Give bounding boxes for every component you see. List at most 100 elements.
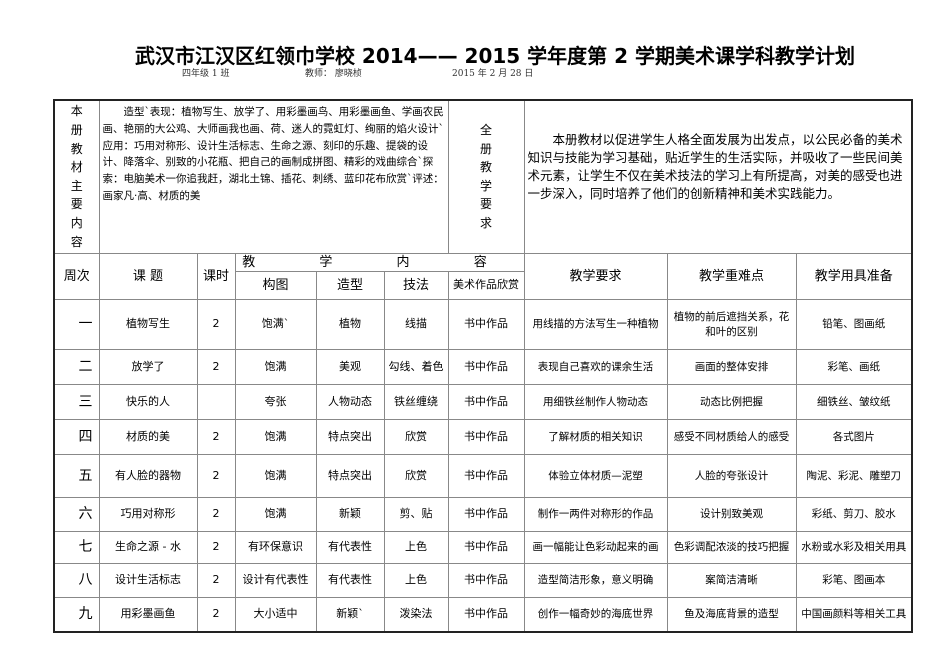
cell-tools: 水粉或水彩及相关用具 <box>795 531 913 565</box>
cell-modeling: 新颖` <box>315 597 385 633</box>
cell-key-points: 色彩调配浓淡的技巧把握 <box>666 531 797 565</box>
teacher-label: 教师： 廖晓桢 <box>305 69 362 79</box>
cell-week: 六 <box>53 497 100 533</box>
cell-requirement: 用细铁丝制作人物动态 <box>523 384 668 421</box>
textbook-label: 本册教材主要内容 <box>53 99 100 254</box>
table-row: 一植物写生 2 饱满` 植物 线描 书中作品 用线描的方法写生一种植物 植物的前后遮挡关系，花… <box>53 299 913 351</box>
cell-key-points: 画面的整体安排 <box>666 349 797 386</box>
cell-requirement: 表现自己喜欢的课余生活 <box>523 349 668 386</box>
cell-topic: 植物写生 <box>98 299 198 351</box>
cell-composition: 饱满 <box>234 349 317 386</box>
cell-modeling: 有代表性 <box>315 563 385 599</box>
cell-topic: 设计生活标志 <box>98 563 198 599</box>
cell-topic: 快乐的人 <box>98 384 198 421</box>
cell-technique: 上色 <box>383 563 449 599</box>
cell-hours: 2 <box>196 454 236 499</box>
plan-table: 本册教材主要内容 造型`表现：植物写生、放学了、用彩墨画鸟、用彩墨画鱼、学画农民… <box>53 99 913 633</box>
cell-technique: 上色 <box>383 531 449 565</box>
cell-appreciation: 书中作品 <box>447 497 525 533</box>
cell-requirement: 用线描的方法写生一种植物 <box>523 299 668 351</box>
cell-technique: 线描 <box>383 299 449 351</box>
cell-composition: 设计有代表性 <box>234 563 317 599</box>
requirement-content: 本册教材以促进学生人格全面发展为出发点，以公民必备的美术知识与技能为学习基础，贴… <box>523 99 913 254</box>
date-label: 2015 年 2 月 28 日 <box>452 69 534 79</box>
cell-composition: 饱满 <box>234 454 317 499</box>
cell-technique: 剪、贴 <box>383 497 449 533</box>
cell-composition: 夸张 <box>234 384 317 421</box>
page-title: 武汉市江汉区红领巾学校 2014—— 2015 学年度第 2 学期美术课学科教学… <box>134 44 856 68</box>
cell-key-points: 人脸的夸张设计 <box>666 454 797 499</box>
cell-requirement: 创作一幅奇妙的海底世界 <box>523 597 668 633</box>
cell-hours: 2 <box>196 349 236 386</box>
cell-key-points: 动态比例把握 <box>666 384 797 421</box>
cell-hours: 2 <box>196 597 236 633</box>
cell-composition: 饱满 <box>234 497 317 533</box>
cell-key-points: 设计别致美观 <box>666 497 797 533</box>
cell-key-points: 鱼及海底背景的造型 <box>666 597 797 633</box>
cell-appreciation: 书中作品 <box>447 563 525 599</box>
table-row: 二放学了 2 饱满 美观 勾线、着色 书中作品 表现自己喜欢的课余生活 画面的整体安排 彩笔、画… <box>53 349 913 386</box>
cell-technique: 铁丝缠绕 <box>383 384 449 421</box>
cell-composition: 有环保意识 <box>234 531 317 565</box>
cell-technique: 勾线、着色 <box>383 349 449 386</box>
cell-topic: 放学了 <box>98 349 198 386</box>
header-requirement: 教学要求 <box>523 252 668 301</box>
cell-tools: 中国画颜料等相关工具 <box>795 597 913 633</box>
cell-week: 五 <box>53 454 100 499</box>
header-key-points: 教学重难点 <box>666 252 797 301</box>
cell-week: 二 <box>53 349 100 386</box>
table-row: 四材质的美 2 饱满 特点突出 欣赏 书中作品 了解材质的相关知识 感受不同材质给人的感受 各式… <box>53 419 913 456</box>
cell-week: 九 <box>53 597 100 633</box>
cell-composition: 饱满 <box>234 419 317 456</box>
cell-technique: 欣赏 <box>383 454 449 499</box>
requirement-label: 全册教学要求 <box>447 99 525 254</box>
cell-topic: 巧用对称形 <box>98 497 198 533</box>
cell-technique: 泼染法 <box>383 597 449 633</box>
cell-key-points: 植物的前后遮挡关系，花和叶的区别 <box>666 299 797 351</box>
cell-topic: 用彩墨画鱼 <box>98 597 198 633</box>
cell-tools: 细铁丝、皱纹纸 <box>795 384 913 421</box>
cell-appreciation: 书中作品 <box>447 454 525 499</box>
cell-appreciation: 书中作品 <box>447 384 525 421</box>
cell-tools: 彩笔、画纸 <box>795 349 913 386</box>
header-topic: 课 题 <box>98 252 198 301</box>
header-technique: 技法 <box>383 271 449 301</box>
table-row: 三快乐的人 夸张 人物动态 铁丝缠绕 书中作品 用细铁丝制作人物动态 动态比例把握 细铁丝、皱… <box>53 384 913 421</box>
header-hours: 课时 <box>196 252 236 301</box>
cell-hours: 2 <box>196 299 236 351</box>
cell-technique: 欣赏 <box>383 419 449 456</box>
cell-topic: 材质的美 <box>98 419 198 456</box>
cell-modeling: 新颖 <box>315 497 385 533</box>
cell-requirement: 制作一两件对称形的作品 <box>523 497 668 533</box>
cell-modeling: 美观 <box>315 349 385 386</box>
cell-modeling: 特点突出 <box>315 419 385 456</box>
cell-tools: 铅笔、图画纸 <box>795 299 913 351</box>
cell-week: 八 <box>53 563 100 599</box>
cell-appreciation: 书中作品 <box>447 349 525 386</box>
cell-hours <box>196 384 236 421</box>
table-row: 七生命之源 - 水 2 有环保意识 有代表性 上色 书中作品 画一幅能让色彩动起来的画 色彩调… <box>53 531 913 565</box>
cell-tools: 彩纸、剪刀、胶水 <box>795 497 913 533</box>
header-week: 周次 <box>53 252 100 301</box>
cell-tools: 陶泥、彩泥、雕塑刀 <box>795 454 913 499</box>
cell-hours: 2 <box>196 563 236 599</box>
cell-modeling: 特点突出 <box>315 454 385 499</box>
cell-week: 四 <box>53 419 100 456</box>
table-row: 五有人脸的器物 2 饱满 特点突出 欣赏 书中作品 体验立体材质—泥塑 人脸的夸张设计 陶泥、彩… <box>53 454 913 499</box>
class-label: 四年级 1 班 <box>182 69 230 79</box>
cell-key-points: 感受不同材质给人的感受 <box>666 419 797 456</box>
cell-hours: 2 <box>196 419 236 456</box>
cell-week: 三 <box>53 384 100 421</box>
cell-requirement: 造型简洁形象，意义明确 <box>523 563 668 599</box>
textbook-content: 造型`表现：植物写生、放学了、用彩墨画鸟、用彩墨画鱼、学画农民画、艳丽的大公鸡、… <box>98 99 449 254</box>
cell-hours: 2 <box>196 531 236 565</box>
header-tools: 教学用具准备 <box>795 252 913 301</box>
header-composition: 构图 <box>234 271 317 301</box>
cell-appreciation: 书中作品 <box>447 419 525 456</box>
cell-topic: 生命之源 - 水 <box>98 531 198 565</box>
cell-requirement: 体验立体材质—泥塑 <box>523 454 668 499</box>
cell-week: 七 <box>53 531 100 565</box>
header-appreciation: 美术作品欣赏 <box>447 271 525 301</box>
table-row: 八设计生活标志 2 设计有代表性 有代表性 上色 书中作品 造型简洁形象，意义明确 案简洁清晰… <box>53 563 913 599</box>
cell-requirement: 了解材质的相关知识 <box>523 419 668 456</box>
